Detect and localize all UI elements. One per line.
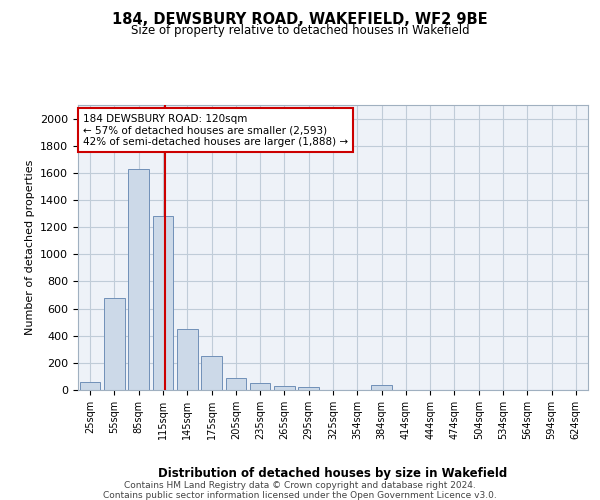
Text: Contains public sector information licensed under the Open Government Licence v3: Contains public sector information licen… <box>103 491 497 500</box>
Bar <box>177 329 197 390</box>
Bar <box>274 386 295 390</box>
Bar <box>80 382 100 390</box>
Text: Size of property relative to detached houses in Wakefield: Size of property relative to detached ho… <box>131 24 469 37</box>
Bar <box>371 385 392 390</box>
Text: Distribution of detached houses by size in Wakefield: Distribution of detached houses by size … <box>158 468 508 480</box>
Y-axis label: Number of detached properties: Number of detached properties <box>25 160 35 335</box>
Bar <box>226 378 246 390</box>
Bar <box>298 387 319 390</box>
Bar <box>128 169 149 390</box>
Bar <box>250 384 271 390</box>
Bar <box>201 356 222 390</box>
Text: 184 DEWSBURY ROAD: 120sqm
← 57% of detached houses are smaller (2,593)
42% of se: 184 DEWSBURY ROAD: 120sqm ← 57% of detac… <box>83 114 348 147</box>
Text: Contains HM Land Registry data © Crown copyright and database right 2024.: Contains HM Land Registry data © Crown c… <box>124 481 476 490</box>
Bar <box>104 298 125 390</box>
Bar <box>152 216 173 390</box>
Text: 184, DEWSBURY ROAD, WAKEFIELD, WF2 9BE: 184, DEWSBURY ROAD, WAKEFIELD, WF2 9BE <box>112 12 488 28</box>
